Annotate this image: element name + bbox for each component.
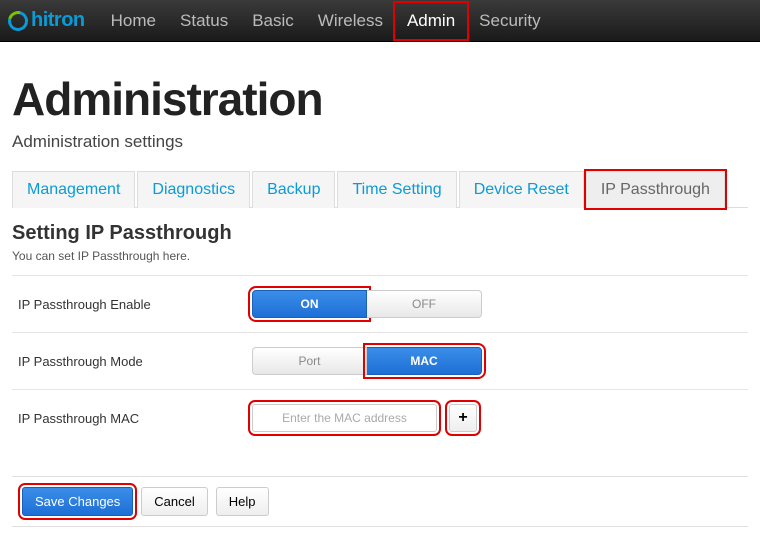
mac-address-input[interactable] <box>252 404 437 432</box>
brand-logo: hitron <box>8 9 85 32</box>
nav-basic[interactable]: Basic <box>240 3 306 39</box>
nav-security[interactable]: Security <box>467 3 552 39</box>
tab-backup[interactable]: Backup <box>252 171 335 208</box>
row-ip-passthrough-mac: IP Passthrough MAC + <box>12 389 748 446</box>
page-subtitle: Administration settings <box>12 132 748 152</box>
nav-wireless[interactable]: Wireless <box>306 3 395 39</box>
brand-name: hitron <box>31 9 85 32</box>
help-button[interactable]: Help <box>216 487 269 516</box>
tab-diagnostics[interactable]: Diagnostics <box>137 171 250 208</box>
row-ip-passthrough-enable: IP Passthrough Enable ON OFF <box>12 275 748 332</box>
section-description: You can set IP Passthrough here. <box>12 249 748 263</box>
nav-home[interactable]: Home <box>99 3 168 39</box>
toggle-enable-off[interactable]: OFF <box>367 290 482 318</box>
toggle-mode-port[interactable]: Port <box>252 347 367 375</box>
tab-device-reset[interactable]: Device Reset <box>459 171 584 208</box>
footer-buttons: Save Changes Cancel Help <box>12 476 748 527</box>
tab-management[interactable]: Management <box>12 171 135 208</box>
save-changes-button[interactable]: Save Changes <box>22 487 133 516</box>
nav-admin[interactable]: Admin <box>395 3 467 39</box>
cancel-button[interactable]: Cancel <box>141 487 207 516</box>
toggle-mode-mac[interactable]: MAC <box>367 347 482 375</box>
nav-status[interactable]: Status <box>168 3 240 39</box>
page-title: Administration <box>12 72 748 126</box>
label-mode: IP Passthrough Mode <box>18 354 252 369</box>
top-navbar: hitron Home Status Basic Wireless Admin … <box>0 0 760 42</box>
label-enable: IP Passthrough Enable <box>18 297 252 312</box>
label-mac: IP Passthrough MAC <box>18 411 252 426</box>
section-heading: Setting IP Passthrough <box>12 222 748 245</box>
sub-tabs: Management Diagnostics Backup Time Setti… <box>12 170 748 208</box>
add-mac-button[interactable]: + <box>449 404 477 432</box>
row-ip-passthrough-mode: IP Passthrough Mode Port MAC <box>12 332 748 389</box>
toggle-enable-on[interactable]: ON <box>252 290 367 318</box>
tab-ip-passthrough[interactable]: IP Passthrough <box>586 171 725 208</box>
tab-time-setting[interactable]: Time Setting <box>337 171 456 208</box>
page-content: Administration Administration settings M… <box>0 42 760 547</box>
logo-swirl-icon <box>4 7 31 34</box>
